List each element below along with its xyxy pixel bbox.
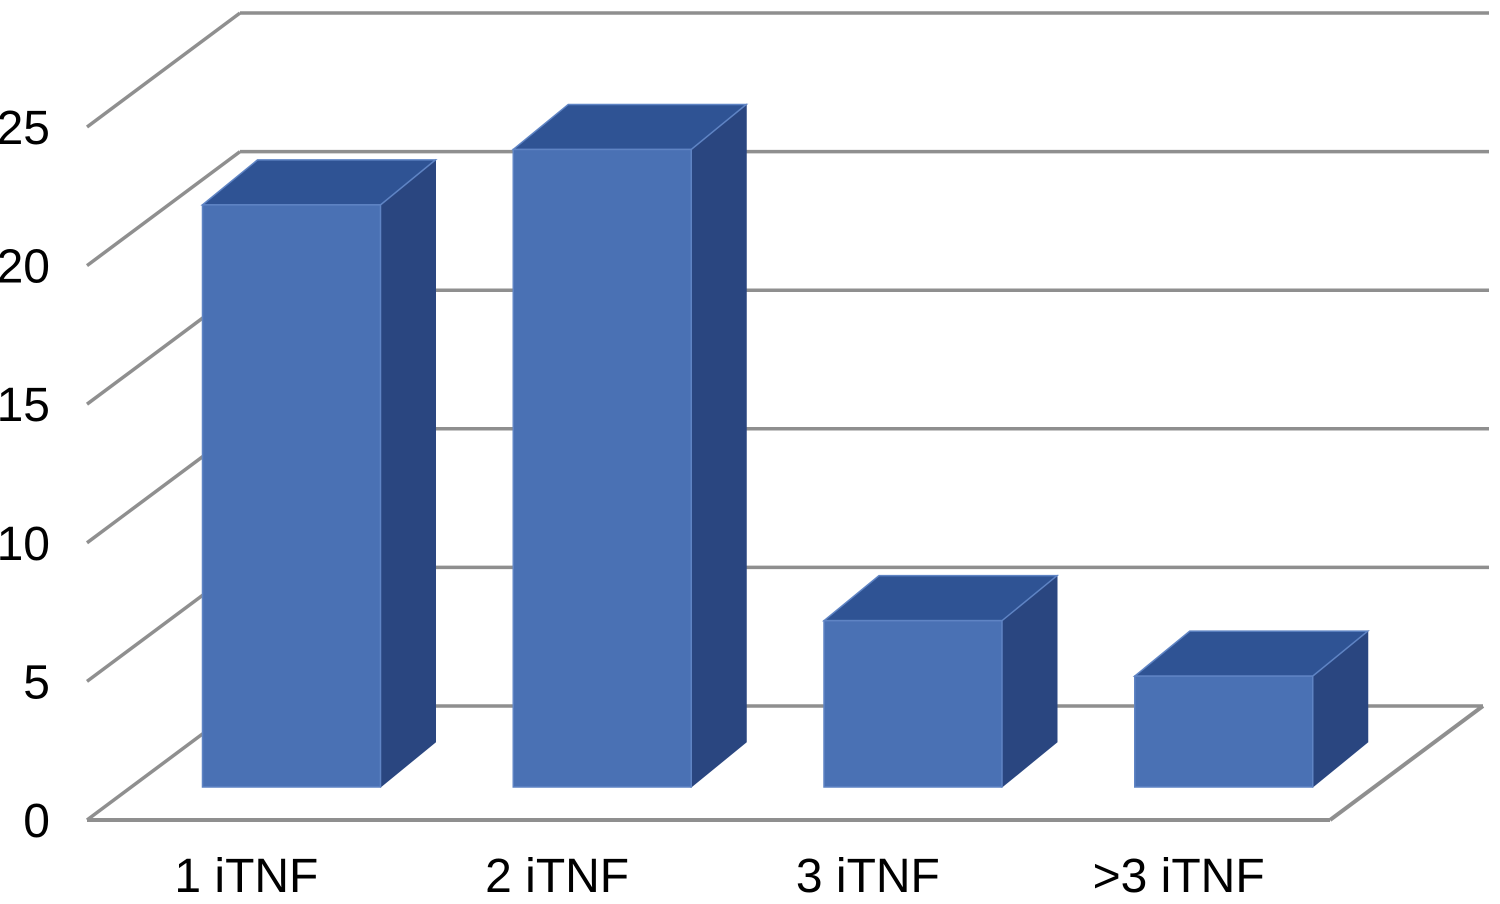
depth-tick-line [85,150,242,268]
bar-side-face [380,158,436,789]
y-tick-label: 15 [0,379,50,432]
x-category-label: 1 iTNF [174,850,318,903]
bar-front-face [201,204,382,788]
gridlines [85,11,1489,822]
bar-front-face [823,619,1003,788]
bar-front-face [512,148,692,788]
x-category-label: 2 iTNF [485,850,629,903]
y-tick-label: 25 [0,102,50,155]
bar-2-itnf [511,103,749,789]
x-category-label: 3 iTNF [796,850,940,903]
bar-front-face [1134,675,1314,788]
bar-side-face [690,103,747,789]
bar-1-itnf [200,158,438,789]
depth-tick-line [85,11,242,129]
floor [87,704,1485,822]
x-axis-labels: 1 iTNF 2 iTNF 3 iTNF >3 iTNF [174,850,1264,903]
bar-3-itnf [821,574,1060,789]
x-category-label: >3 iTNF [1093,850,1265,903]
y-tick-label: 20 [0,241,50,294]
floor-right-edge [1328,704,1485,822]
bars [200,103,1370,789]
y-axis-labels: 0 5 10 15 20 25 [0,102,50,848]
y-tick-label: 5 [23,656,50,709]
y-tick-label: 0 [23,795,50,848]
bar--3-itnf [1132,630,1370,789]
y-tick-label: 10 [0,518,50,571]
